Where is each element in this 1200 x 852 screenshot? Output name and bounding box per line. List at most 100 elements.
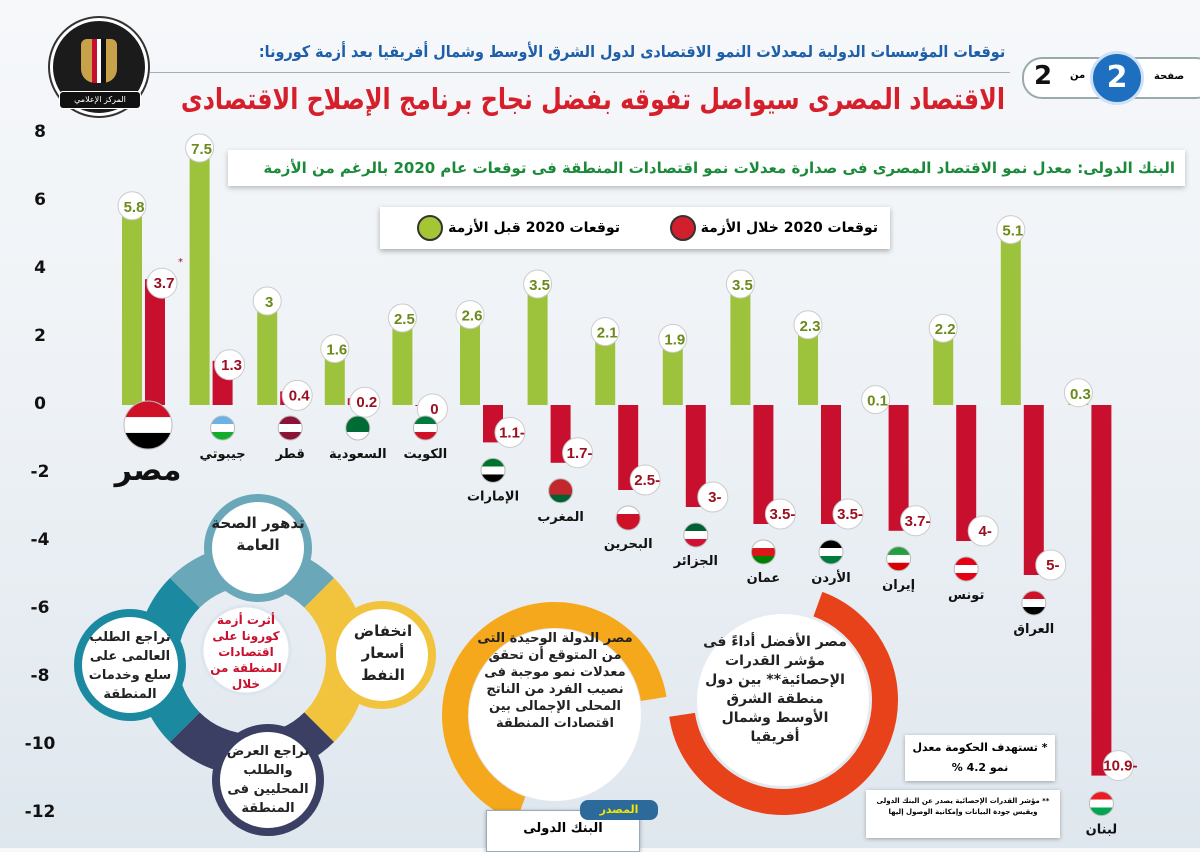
value-badge: [793, 310, 823, 340]
value-label-during: 0: [430, 401, 438, 418]
value-badge: [320, 334, 350, 364]
flag-icon: [123, 400, 173, 450]
bar-before-crisis: [595, 333, 616, 405]
value-label-during: 10.9-: [1103, 758, 1137, 775]
value-label-during: 1.3: [221, 357, 242, 374]
value-label-during: 1.7-: [567, 445, 593, 462]
country-label: البحرين: [604, 537, 653, 552]
value-label-before: 5.1: [1002, 223, 1023, 240]
bar-before-crisis: [122, 207, 142, 405]
value-badge: [590, 317, 620, 347]
legend-swatch-red: [669, 215, 696, 241]
flag-icon: [750, 539, 776, 565]
target-note: * تستهدف الحكومة معدل نمو 4.2 %: [905, 735, 1055, 781]
value-label-during: 3.7: [154, 275, 175, 292]
country-label: الجزائر: [673, 554, 718, 569]
highlight-ring-red: [668, 585, 898, 815]
annotation-marker: *: [178, 257, 183, 268]
divider: [150, 72, 1010, 73]
legend-swatch-green: [417, 215, 444, 241]
eagle-emblem-icon: [81, 39, 117, 83]
impact-circle-top: [204, 494, 312, 602]
value-label-before: 1.6: [326, 342, 347, 359]
logo-band: المركز الإعلامي: [59, 91, 141, 109]
value-badge: [281, 379, 313, 411]
value-badge: [1063, 378, 1093, 408]
country-label: السعودية: [329, 447, 387, 462]
bar-before-crisis: [527, 286, 548, 405]
impact-left: تراجع الطلب العالمى على سلع وخدمات المنط…: [88, 630, 172, 702]
value-label-before: 3: [265, 294, 273, 311]
legend-label: توقعات 2020 قبل الأزمة: [448, 220, 620, 236]
page-of-label: من: [1070, 70, 1086, 81]
y-tick-label: -12: [24, 802, 56, 822]
value-badge: [455, 300, 485, 330]
bar-before-crisis: [392, 320, 413, 405]
value-label-before: 2.1: [597, 325, 618, 342]
legend-item-during-crisis: توقعات 2020 خلال الأزمة: [662, 214, 878, 242]
y-tick-label: -2: [30, 462, 50, 482]
value-badge: [629, 464, 661, 496]
page-title: الاقتصاد المصرى سيواصل تفوقه بفضل نجاح ب…: [180, 82, 1005, 116]
value-label-before: 0.3: [1070, 386, 1091, 403]
y-tick-label: -4: [30, 530, 50, 550]
highlight-statistical-capacity: مصر الأفضل أداءً فى مؤشر القدرات الإحصائ…: [703, 634, 847, 745]
page-current: 2: [1090, 51, 1144, 105]
value-badge: [185, 133, 215, 163]
value-label-during: 3-: [708, 489, 721, 506]
flag-icon: [1088, 791, 1114, 817]
impact-right: انخفاض أسعار النفط: [353, 622, 413, 684]
bar-before-crisis: [933, 330, 954, 405]
flag-icon: [886, 546, 912, 572]
country-label: المغرب: [537, 510, 584, 525]
value-badge: [928, 313, 958, 343]
country-label: العراق: [1013, 622, 1054, 637]
bar-during-crisis: [145, 279, 165, 405]
country-label: قطر: [275, 447, 305, 462]
value-badge: [349, 386, 381, 418]
value-badge: [562, 437, 594, 469]
y-tick-label: -10: [24, 734, 56, 754]
value-badge: [764, 498, 796, 530]
value-label-during: 3.7-: [905, 513, 931, 530]
flag-icon: [818, 539, 844, 565]
flag-icon: [345, 415, 371, 441]
value-badge: [996, 215, 1026, 245]
impact-circle-right: [328, 601, 436, 709]
y-tick-label: -6: [30, 598, 50, 618]
page-total: 2: [1034, 61, 1053, 91]
value-label-during: 3.5-: [837, 506, 863, 523]
bar-during-crisis: [1091, 405, 1112, 776]
impact-circle-bottom: [212, 724, 324, 836]
impact-center: أثرت أزمة كورونا على اقتصادات المنطقة من…: [210, 613, 282, 691]
bar-before-crisis: [460, 316, 480, 405]
value-badge: [146, 267, 178, 299]
bar-during-crisis: [753, 405, 774, 524]
bar-before-crisis: [189, 150, 210, 405]
country-label: الإمارات: [467, 489, 519, 504]
bar-during-crisis: [821, 405, 841, 524]
footnote: ** مؤشر القدرات الإحصائية يصدر عن البنك …: [866, 790, 1060, 838]
bar-during-crisis: [888, 405, 909, 531]
value-label-during: 2.5-: [634, 472, 660, 489]
country-label: الكويت: [404, 447, 448, 462]
value-label-before: 2.2: [935, 321, 956, 338]
value-badge: [1102, 750, 1134, 782]
value-label-before: 2.3: [800, 318, 821, 335]
value-badge: [832, 498, 864, 530]
source-tab: المصدر: [580, 800, 658, 820]
flag-icon: [683, 522, 709, 548]
bar-before-crisis: [257, 303, 278, 405]
value-badge: [725, 269, 755, 299]
bar-during-crisis: [685, 405, 706, 507]
value-badge: [900, 505, 932, 537]
country-label: جيبوتي: [200, 447, 246, 462]
flag-icon: [210, 415, 236, 441]
value-badge: [967, 515, 999, 547]
highlight-circle-orange: [469, 629, 641, 801]
value-badge: [252, 286, 282, 316]
value-badge: [658, 323, 688, 353]
impact-circle-left: [74, 609, 186, 721]
country-label: تونس: [948, 588, 984, 603]
